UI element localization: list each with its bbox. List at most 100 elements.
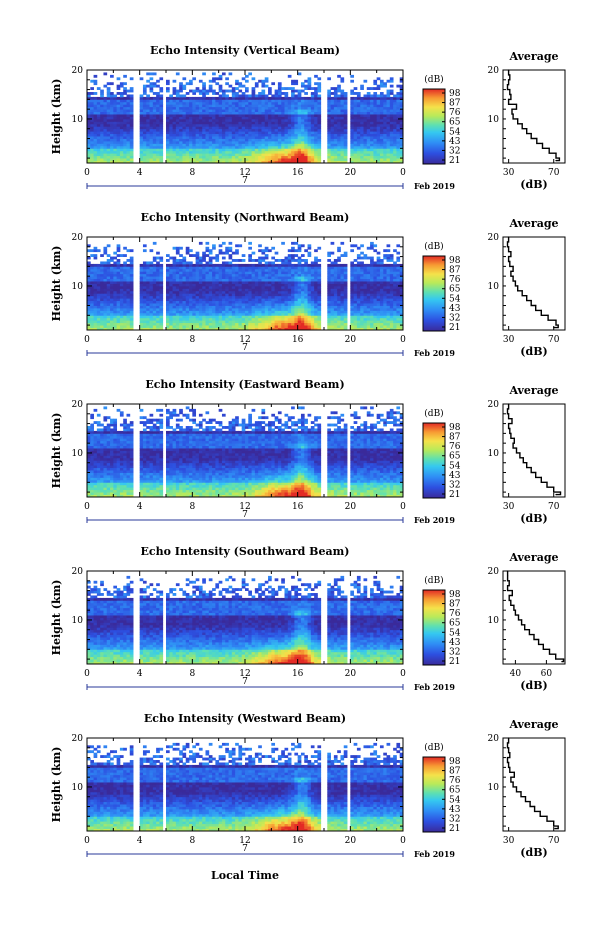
heatmap-cell [206,102,210,105]
heatmap-cell [294,136,298,139]
heatmap-cell [97,325,101,328]
heatmap-cell [189,296,193,299]
heatmap-cell [380,310,384,313]
heatmap-cell [281,298,285,301]
heatmap-cell [304,286,308,289]
heatmap-cell [314,315,318,318]
heatmap-cell [258,325,262,328]
heatmap-cell [383,97,387,100]
heatmap-cell [206,279,210,282]
heatmap-cell [373,313,377,316]
heatmap-cell [357,281,361,284]
heatmap-cell [222,308,226,311]
heatmap-cell [317,129,321,132]
heatmap-cell [120,293,124,296]
heatmap-cell [90,308,94,311]
heatmap-cell [113,129,117,132]
heatmap-cell [294,320,298,323]
heatmap-cell [317,87,321,90]
heatmap-cell [248,146,252,149]
heatmap-cell [235,151,239,154]
heatmap-cell [146,315,150,318]
heatmap-cell [317,99,321,102]
heatmap-cell [317,313,321,316]
heatmap-cell [387,148,391,151]
heatmap-cell [182,308,186,311]
heatmap-cell [123,104,127,107]
heatmap-cell [189,310,193,313]
heatmap-cell [196,158,200,161]
heatmap-cell [179,85,183,88]
heatmap-cell [209,134,213,137]
heatmap-cell [396,320,400,323]
heatmap-cell [380,136,384,139]
heatmap-cell [258,310,262,313]
heatmap-cell [268,126,272,129]
heatmap-cell [248,288,252,291]
heatmap-cell [182,136,186,139]
heatmap-cell [275,104,279,107]
heatmap-cell [192,318,196,321]
heatmap-cell [261,117,265,120]
heatmap-cell [219,291,223,294]
heatmap-cell [373,109,377,112]
heatmap-cell [94,288,98,291]
heatmap-cell [156,320,160,323]
heatmap-cell [196,298,200,301]
heatmap-cell [87,143,91,146]
heatmap-cell [242,141,246,144]
heatmap-cell [206,301,210,304]
heatmap-cell [380,82,384,85]
heatmap-cell [150,325,154,328]
heatmap-cell [123,102,127,105]
heatmap-cell [140,141,144,144]
heatmap-cell [373,308,377,311]
heatmap-cell [202,158,206,161]
heatmap-cell [179,279,183,282]
heatmap-cell [252,112,256,115]
heatmap-cell [186,293,190,296]
heatmap-cell [360,153,364,156]
heatmap-cell [261,104,265,107]
heatmap-cell [294,313,298,316]
heatmap-cell [107,90,111,93]
heatmap-cell [215,293,219,296]
heatmap-cell [373,97,377,100]
heatmap-cell [252,296,256,299]
heatmap-cell [143,87,147,90]
heatmap-cell [308,109,312,112]
heatmap-cell [219,151,223,154]
heatmap-cell [383,124,387,127]
heatmap-cell [380,114,384,117]
heatmap-cell [232,134,236,137]
heatmap-cell [130,126,134,129]
heatmap-cell [314,293,318,296]
heatmap-cell [255,119,259,122]
heatmap-cell [143,325,147,328]
heatmap-cell [113,281,117,284]
heatmap-cell [308,281,312,284]
heatmap-cell [340,315,344,318]
heatmap-cell [255,315,259,318]
heatmap-cell [97,131,101,134]
heatmap-cell [331,92,335,95]
heatmap-cell [311,325,315,328]
heatmap-cell [117,109,121,112]
heatmap-cell [285,87,289,90]
heatmap-cell [156,151,160,154]
heatmap-cell [334,104,338,107]
heatmap-cell [396,107,400,110]
heatmap-cell [238,315,242,318]
heatmap-cell [344,117,348,120]
heatmap-cell [281,301,285,304]
heatmap-cell [196,301,200,304]
heatmap-cell [123,139,127,142]
heatmap-cell [146,72,150,75]
heatmap-cell [222,72,226,75]
heatmap-cell [146,151,150,154]
heatmap-cell [199,114,203,117]
heatmap-cell [258,320,262,323]
heatmap-cell [238,313,242,316]
heatmap-cell [232,99,236,102]
heatmap-cell [202,315,206,318]
